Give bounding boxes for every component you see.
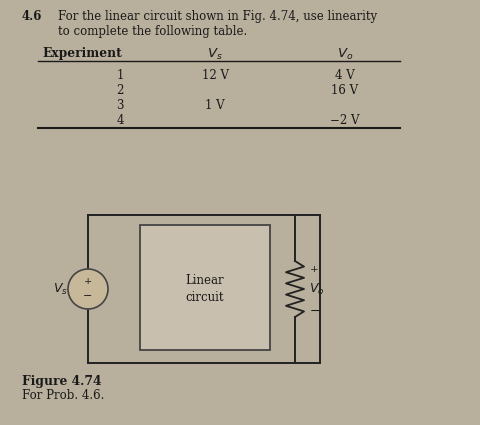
Text: For Prob. 4.6.: For Prob. 4.6. <box>22 389 104 402</box>
Text: 2: 2 <box>116 84 124 97</box>
Text: 1 V: 1 V <box>205 99 225 112</box>
Text: 4: 4 <box>116 114 124 127</box>
Circle shape <box>68 269 108 309</box>
Text: −: − <box>84 291 93 301</box>
Text: Experiment: Experiment <box>42 47 122 60</box>
Text: 1: 1 <box>116 69 124 82</box>
Text: $\mathit{V}_s$: $\mathit{V}_s$ <box>207 47 223 62</box>
Text: Linear: Linear <box>186 274 224 287</box>
Text: For the linear circuit shown in Fig. 4.74, use linearity: For the linear circuit shown in Fig. 4.7… <box>58 10 377 23</box>
Text: 12 V: 12 V <box>202 69 228 82</box>
Text: $\mathit{V}_s$: $\mathit{V}_s$ <box>52 281 68 297</box>
Text: 16 V: 16 V <box>331 84 359 97</box>
Text: +: + <box>84 278 92 286</box>
Text: $\mathit{V}_o$: $\mathit{V}_o$ <box>309 281 324 297</box>
Text: 3: 3 <box>116 99 124 112</box>
Text: 4.6: 4.6 <box>22 10 42 23</box>
Text: $\mathit{V}_o$: $\mathit{V}_o$ <box>337 47 353 62</box>
Text: Figure 4.74: Figure 4.74 <box>22 375 101 388</box>
Text: −: − <box>310 304 321 317</box>
Text: circuit: circuit <box>186 291 224 304</box>
Text: to complete the following table.: to complete the following table. <box>58 25 247 38</box>
Text: −2 V: −2 V <box>330 114 360 127</box>
Bar <box>140 225 270 350</box>
Text: 4 V: 4 V <box>335 69 355 82</box>
Text: +: + <box>310 264 319 274</box>
